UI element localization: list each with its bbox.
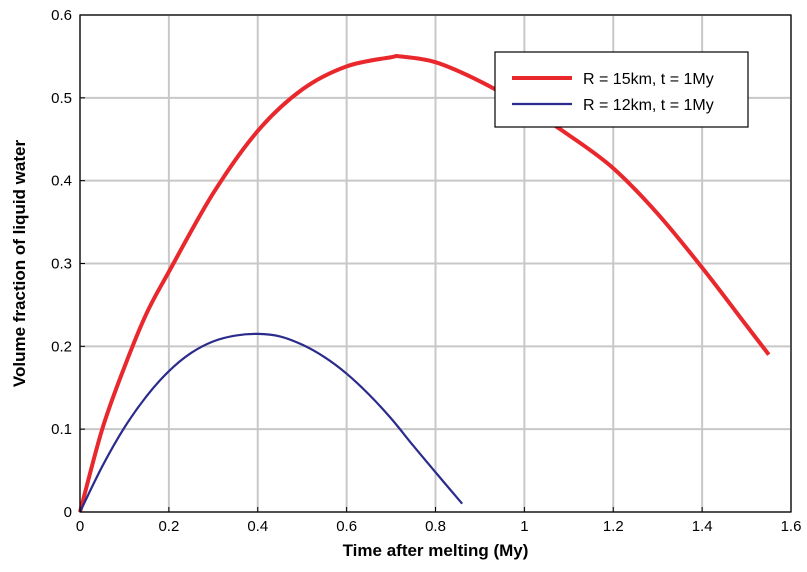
x-axis-ticks: 0 0.2 0.4 0.6 0.8 1 1.2 1.4 1.6 bbox=[76, 507, 802, 535]
legend: R = 15km, t = 1My R = 12km, t = 1My bbox=[494, 51, 749, 128]
y-tick-label: 0.6 bbox=[51, 7, 72, 24]
x-tick-label: 1.6 bbox=[781, 518, 802, 535]
x-tick-label: 1.2 bbox=[603, 518, 624, 535]
y-tick-label: 0.3 bbox=[51, 256, 72, 273]
y-tick-label: 0.5 bbox=[51, 90, 72, 107]
x-tick-label: 0.8 bbox=[425, 518, 446, 535]
series-line-2 bbox=[79, 332, 463, 513]
x-tick-label: 1 bbox=[520, 518, 528, 535]
y-axis-ticks: 0 0.1 0.2 0.3 0.4 0.5 0.6 bbox=[51, 7, 85, 521]
x-tick-label: 1.4 bbox=[692, 518, 713, 535]
x-tick-label: 0.4 bbox=[247, 518, 268, 535]
x-tick-label: 0 bbox=[76, 518, 84, 535]
y-axis-title: Volume fraction of liquid water bbox=[10, 140, 29, 388]
legend-box bbox=[494, 51, 749, 128]
x-axis-title: Time after melting (My) bbox=[343, 541, 529, 560]
series-layer bbox=[78, 53, 771, 513]
series-line-1 bbox=[78, 53, 771, 513]
x-tick-label: 0.6 bbox=[336, 518, 357, 535]
y-tick-label: 0.4 bbox=[51, 173, 72, 190]
y-tick-label: 0 bbox=[64, 504, 72, 521]
x-tick-label: 0.2 bbox=[158, 518, 179, 535]
legend-label: R = 12km, t = 1My bbox=[583, 97, 714, 114]
y-tick-label: 0.1 bbox=[51, 421, 72, 438]
legend-label: R = 15km, t = 1My bbox=[583, 71, 714, 88]
y-tick-label: 0.2 bbox=[51, 338, 72, 355]
